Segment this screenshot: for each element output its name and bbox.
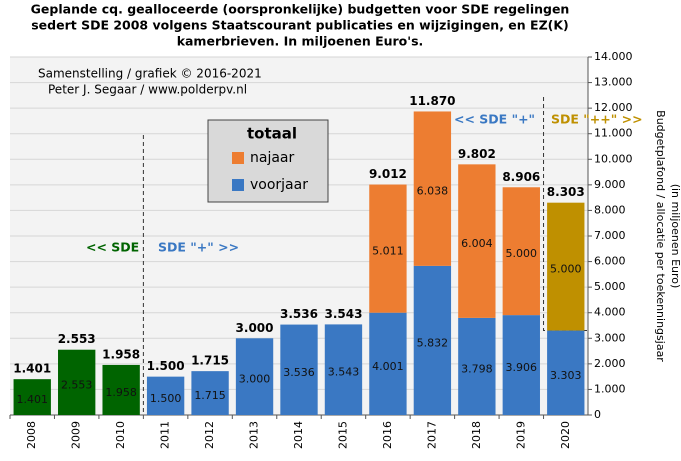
total-label: 8.906 — [502, 170, 540, 184]
legend-label: najaar — [250, 150, 295, 166]
value-label: 6.038 — [417, 185, 449, 198]
bar-segment — [191, 371, 229, 415]
x-tick-label: 2009 — [70, 421, 83, 449]
legend-box — [207, 119, 329, 203]
y-tick-label: 11.000 — [594, 127, 633, 140]
x-tick-label: 2019 — [514, 421, 527, 449]
value-label: 4.001 — [372, 360, 404, 373]
bar-segment — [547, 330, 585, 415]
bar-segment — [458, 164, 496, 318]
value-label: 3.000 — [239, 373, 271, 386]
total-label: 1.500 — [147, 359, 185, 373]
x-tick-label: 2015 — [336, 421, 349, 449]
total-label: 3.000 — [236, 321, 274, 335]
value-label: 6.004 — [461, 237, 493, 250]
bar-segment — [413, 265, 452, 415]
bar-segment — [324, 324, 363, 415]
legend-swatch — [232, 179, 244, 191]
value-label: 3.536 — [283, 366, 315, 379]
x-tick-label: 2017 — [425, 421, 438, 449]
value-label: 3.798 — [461, 362, 493, 375]
x-tick-label: 2016 — [381, 421, 394, 449]
y-tick-label: 4.000 — [594, 306, 626, 319]
y-axis-label: Budgetplafond / allocatie per toekenning… — [654, 110, 667, 362]
value-label: 1.715 — [194, 389, 226, 402]
value-label: 5.832 — [417, 336, 449, 349]
y-tick-label: 10.000 — [594, 152, 633, 165]
bar-segment — [502, 315, 540, 415]
x-tick-label: 2008 — [25, 421, 38, 449]
x-tick-label: 2018 — [470, 421, 483, 449]
bar-segment — [502, 187, 540, 316]
bar-segment — [369, 312, 407, 415]
legend-swatch — [232, 152, 244, 164]
total-label: 1.715 — [191, 354, 229, 368]
value-label: 5.000 — [506, 247, 538, 260]
total-label: 3.536 — [280, 307, 318, 321]
annotation: << SDE "+" — [454, 112, 535, 127]
x-tick-label: 2011 — [159, 421, 172, 449]
annotation: SDE "+" >> — [158, 240, 239, 255]
bar-segment — [458, 317, 496, 415]
x-tick-label: 2020 — [559, 421, 572, 449]
value-label: 5.011 — [372, 245, 404, 258]
y-tick-label: 1.000 — [594, 382, 626, 395]
chart-title: Geplande cq. gealloceerde (oorspronkelij… — [31, 2, 570, 17]
total-label: 1.958 — [102, 347, 140, 361]
bar-segment — [280, 324, 318, 415]
credits: Peter J. Segaar / www.polderpv.nl — [48, 83, 247, 97]
value-label: 3.906 — [506, 361, 538, 374]
chart-title: sedert SDE 2008 volgens Staatscourant pu… — [31, 18, 569, 33]
y-tick-label: 9.000 — [594, 178, 626, 191]
legend-label: voorjaar — [250, 177, 308, 193]
y-tick-label: 14.000 — [594, 50, 633, 63]
total-label: 11.870 — [409, 94, 455, 108]
bar-segment — [58, 349, 96, 415]
y-tick-label: 5.000 — [594, 280, 626, 293]
bar-segment — [146, 376, 185, 415]
total-label: 8.303 — [547, 185, 585, 199]
bar-segment — [369, 184, 407, 313]
total-label: 9.012 — [369, 167, 407, 181]
y-tick-label: 7.000 — [594, 229, 626, 242]
y-axis-label: (in miljoenen Euro) — [669, 184, 681, 289]
value-label: 3.543 — [328, 366, 360, 379]
value-label: 1.500 — [150, 392, 182, 405]
value-label: 1.401 — [16, 393, 48, 406]
chart-title: kamerbrieven. In miljoenen Euro's. — [177, 34, 424, 49]
value-label: 2.553 — [61, 378, 93, 391]
y-tick-label: 0 — [594, 408, 601, 421]
total-label: 2.553 — [58, 332, 96, 346]
annotation: << SDE — [86, 240, 139, 255]
y-tick-label: 6.000 — [594, 255, 626, 268]
value-label: 1.958 — [105, 386, 137, 399]
x-tick-label: 2013 — [248, 421, 261, 449]
value-label: 5.000 — [550, 263, 582, 276]
total-label: 3.543 — [324, 307, 362, 321]
bar-segment — [413, 111, 452, 266]
credits: Samenstelling / grafiek © 2016-2021 — [38, 67, 262, 81]
total-label: 9.802 — [458, 147, 496, 161]
y-tick-label: 13.000 — [594, 76, 633, 89]
separator — [543, 97, 588, 332]
bar-segment — [102, 364, 140, 415]
annotation: SDE "++" >> — [551, 112, 643, 127]
bar-segment — [547, 202, 585, 331]
bar-segment — [13, 379, 51, 415]
y-tick-label: 12.000 — [594, 101, 633, 114]
total-label: 1.401 — [13, 362, 51, 376]
x-tick-label: 2014 — [292, 421, 305, 449]
x-tick-label: 2010 — [114, 421, 127, 449]
y-tick-label: 3.000 — [594, 331, 626, 344]
bar-segment — [235, 338, 274, 415]
x-tick-label: 2012 — [203, 421, 216, 449]
legend-title: totaal — [247, 125, 297, 143]
y-tick-label: 2.000 — [594, 357, 626, 370]
value-label: 3.303 — [550, 369, 582, 382]
y-tick-label: 8.000 — [594, 203, 626, 216]
